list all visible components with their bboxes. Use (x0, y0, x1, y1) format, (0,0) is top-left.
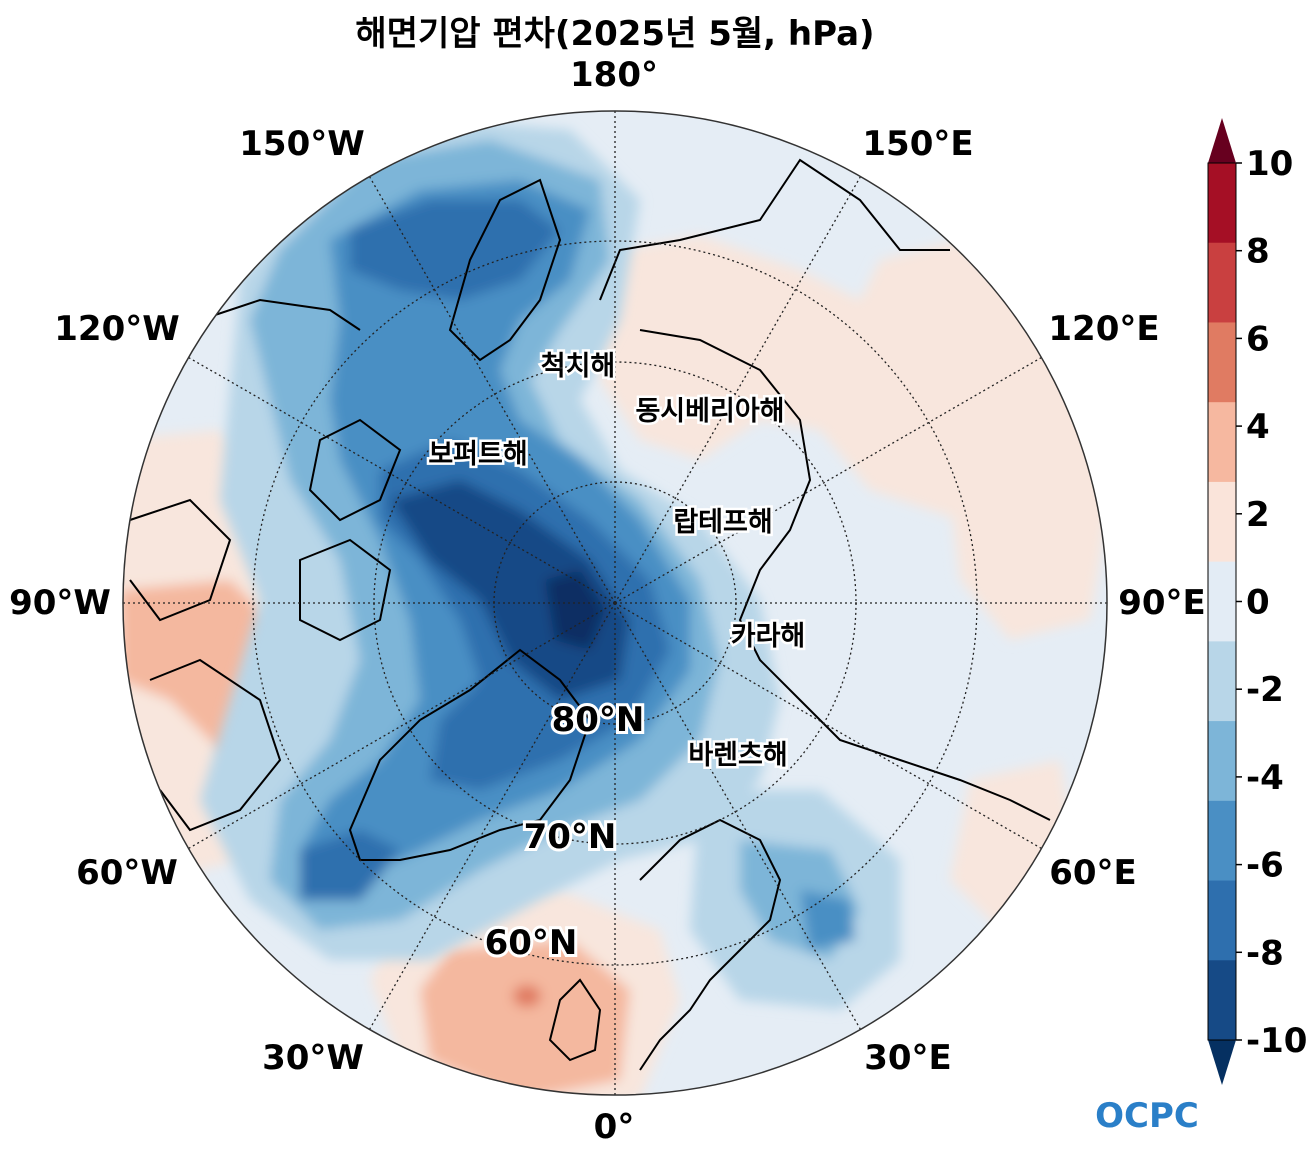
colorbar-bin (1208, 481, 1236, 563)
colorbar-bin (1208, 402, 1236, 483)
sea-label-kara: 카라해 (731, 621, 806, 652)
sea-label-barents: 바렌츠해 (688, 740, 787, 771)
colorbar-bin (1208, 800, 1236, 882)
colorbar-bin (1208, 960, 1236, 1041)
colorbar-bin (1208, 163, 1236, 244)
colorbar-bin (1208, 242, 1236, 323)
colorbar-label: 2 (1246, 495, 1270, 535)
colorbar-extend-top (1208, 118, 1236, 163)
lon-label-30e: 30°E (864, 1038, 952, 1078)
lat-label-70n: 70°N (524, 817, 617, 857)
colorbar-label: -6 (1246, 846, 1284, 886)
lon-label-150w: 150°W (239, 124, 364, 164)
graticule (123, 111, 1107, 1095)
lat-label-80n: 80°N (552, 700, 645, 740)
lon-label-180: 180° (570, 55, 658, 95)
colorbar-label: 10 (1246, 144, 1293, 184)
map-boundary (122, 110, 1108, 1096)
lon-label-90e: 90°E (1118, 583, 1206, 623)
sea-label-laptev: 랍테프해 (673, 507, 772, 538)
colorbar-label: 4 (1246, 407, 1270, 447)
colorbar-label: 8 (1246, 232, 1270, 272)
lon-label-120e: 120°E (1048, 309, 1159, 349)
lon-label-30w: 30°W (262, 1038, 364, 1078)
colorbar-bin (1208, 721, 1236, 802)
lon-label-60e: 60°E (1049, 853, 1137, 893)
colorbar-bin (1208, 880, 1236, 961)
lon-label-90w: 90°W (9, 583, 111, 623)
colorbar-bin (1208, 322, 1236, 403)
colorbar-label: -10 (1246, 1021, 1307, 1061)
colorbar-label: -4 (1246, 758, 1284, 798)
lat-label-60n: 60°N (485, 923, 578, 963)
lon-label-120w: 120°W (54, 309, 179, 349)
sea-label-chukchi: 척치해 (541, 351, 616, 382)
lon-label-150e: 150°E (862, 124, 973, 164)
ocpc-logo: OCPC (1095, 1096, 1199, 1136)
sea-label-east-siberian: 동시베리아해 (635, 396, 784, 427)
colorbar-label: 0 (1246, 583, 1270, 623)
lon-label-60w: 60°W (76, 853, 178, 893)
map-title: 해면기압 편차(2025년 5월, hPa) (355, 14, 875, 54)
sea-label-beaufort: 보퍼트해 (428, 439, 527, 470)
lon-label-0: 0° (594, 1107, 635, 1147)
colorbar-label: -2 (1246, 670, 1284, 710)
colorbar-extend-bottom (1208, 1040, 1236, 1085)
coastlines (129, 158, 1051, 1071)
colorbar-bin (1208, 641, 1236, 722)
colorbar-label: 6 (1246, 319, 1270, 359)
colorbar-label: -8 (1246, 933, 1284, 973)
colorbar: 10 8 6 4 2 0 -2 -4 -6 -8 -10 (1207, 118, 1307, 1085)
colorbar-bin (1208, 561, 1236, 642)
